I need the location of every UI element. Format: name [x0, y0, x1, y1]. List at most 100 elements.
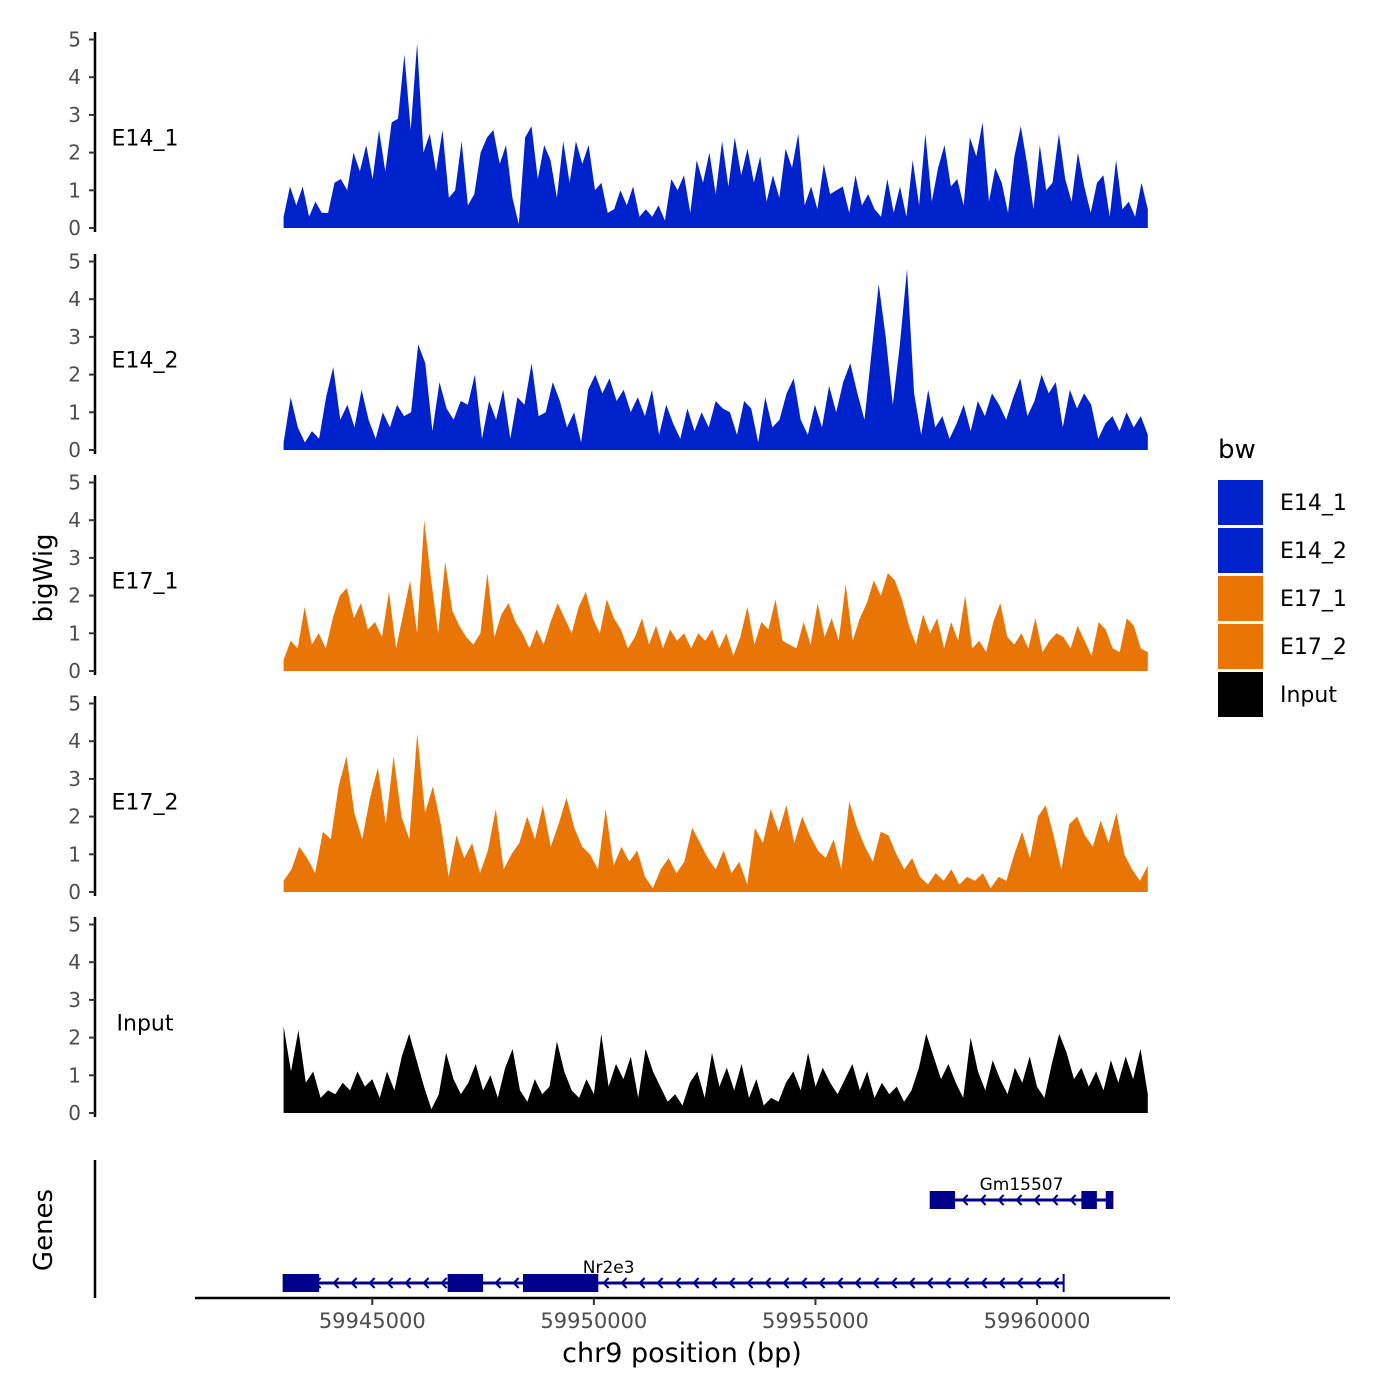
area-e14-1	[283, 43, 1148, 228]
strand-arrow	[962, 1277, 970, 1289]
strand-arrow	[961, 1194, 969, 1206]
legend-label-input: Input	[1280, 683, 1337, 708]
y-tick-label: 1	[68, 621, 81, 645]
strand-arrow	[979, 1194, 987, 1206]
legend-swatch-e17-1	[1218, 576, 1263, 621]
strand-arrow	[674, 1277, 682, 1289]
strand-arrow	[404, 1277, 412, 1289]
strand-arrow	[764, 1277, 772, 1289]
gene-gm15507: Gm15507	[929, 1175, 1114, 1209]
x-tick-label: 59960000	[984, 1309, 1091, 1333]
y-tick-label: 2	[68, 363, 81, 387]
y-tick-label: 2	[68, 1026, 81, 1050]
legend-label-e14-1: E14_1	[1280, 491, 1347, 516]
exon	[1081, 1191, 1097, 1209]
gene-label-gm15507: Gm15507	[980, 1175, 1064, 1195]
strand-arrow	[368, 1277, 376, 1289]
strand-arrow	[944, 1277, 952, 1289]
legend-label-e17-2: E17_2	[1280, 635, 1347, 660]
strand-arrow	[512, 1277, 520, 1289]
track-panels: 0 1 2 3 4 5 E14_1 0 1 2 3 4 5 E14_2 0 1 2 3 4 5 E17_1 0 1 2 3 4 5 E…	[68, 28, 1148, 1125]
legend-title: bw	[1218, 435, 1256, 465]
strand-arrow	[1016, 1277, 1024, 1289]
y-tick-label: 5	[68, 250, 81, 274]
exon	[447, 1274, 484, 1292]
strand-arrow	[800, 1277, 808, 1289]
legend-label-e14-2: E14_2	[1280, 539, 1347, 564]
y-tick-label: 3	[68, 988, 81, 1012]
x-axis-title: chr9 position (bp)	[562, 1338, 802, 1369]
area-e17-1	[283, 520, 1148, 671]
track-panel-e14-2: 0 1 2 3 4 5 E14_2	[68, 250, 1148, 462]
strand-arrow	[1033, 1194, 1041, 1206]
y-tick-label: 3	[68, 546, 81, 570]
legend-swatch-e17-2	[1218, 624, 1263, 669]
strand-arrow	[746, 1277, 754, 1289]
strand-arrow	[890, 1277, 898, 1289]
track-label-e14-1: E14_1	[112, 127, 179, 152]
y-tick-label: 5	[68, 471, 81, 495]
strand-arrow	[656, 1277, 664, 1289]
x-axis: 59945000 59950000 59955000 59960000	[195, 1296, 1170, 1333]
x-tick-label: 59950000	[540, 1309, 647, 1333]
strand-arrow	[728, 1277, 736, 1289]
strand-arrow	[836, 1277, 844, 1289]
legend-swatch-input	[1218, 672, 1263, 717]
track-panel-e17-2: 0 1 2 3 4 5 E17_2	[68, 692, 1148, 904]
y-tick-label: 2	[68, 805, 81, 829]
legend: bw E14_1 E14_2 E17_1 E17_2 Input	[1218, 435, 1347, 717]
exon	[1105, 1191, 1113, 1209]
y-tick-label: 4	[68, 950, 81, 974]
track-panel-e14-1: 0 1 2 3 4 5 E14_1	[68, 28, 1148, 240]
strand-arrow	[620, 1277, 628, 1289]
y-tick-label: 5	[68, 28, 81, 52]
genes-panel: Gm15507 Nr2e3	[93, 1160, 1114, 1298]
strand-arrow	[422, 1277, 430, 1289]
strand-arrow	[1069, 1194, 1077, 1206]
strand-arrow	[386, 1277, 394, 1289]
strand-arrow	[602, 1277, 610, 1289]
strand-arrow	[997, 1194, 1005, 1206]
strand-arrow	[1034, 1277, 1042, 1289]
y-tick-label: 1	[68, 178, 81, 202]
y-tick-label: 4	[68, 65, 81, 89]
strand-arrow	[692, 1277, 700, 1289]
strand-arrow	[782, 1277, 790, 1289]
y-tick-label: 1	[68, 400, 81, 424]
y-tick-label: 3	[68, 325, 81, 349]
y-tick-label: 4	[68, 729, 81, 753]
y-tick-label: 0	[68, 438, 81, 462]
y-tick-label: 3	[68, 103, 81, 127]
strand-arrow	[818, 1277, 826, 1289]
x-tick-label: 59945000	[319, 1309, 426, 1333]
strand-arrow	[440, 1277, 448, 1289]
strand-arrow	[872, 1277, 880, 1289]
strand-arrow	[854, 1277, 862, 1289]
exon	[930, 1191, 956, 1209]
strand-arrow	[926, 1277, 934, 1289]
y-tick-label: 1	[68, 842, 81, 866]
strand-arrow	[332, 1277, 340, 1289]
legend-swatch-e14-1	[1218, 480, 1263, 525]
strand-arrow	[1051, 1194, 1059, 1206]
track-label-e17-1: E17_1	[112, 570, 179, 595]
y-tick-label: 0	[68, 659, 81, 683]
x-tick-label: 59955000	[762, 1309, 869, 1333]
y-tick-label: 0	[68, 1101, 81, 1125]
exon	[522, 1274, 599, 1292]
gene-label-nr2e3: Nr2e3	[583, 1258, 635, 1278]
strand-arrow	[710, 1277, 718, 1289]
y-tick-label: 0	[68, 880, 81, 904]
area-e14-2	[283, 269, 1148, 450]
strand-arrow	[350, 1277, 358, 1289]
area-input	[283, 1026, 1148, 1113]
y-tick-label: 4	[68, 508, 81, 532]
legend-swatch-e14-2	[1218, 528, 1263, 573]
y-tick-label: 4	[68, 287, 81, 311]
strand-arrow	[908, 1277, 916, 1289]
exon	[283, 1274, 320, 1292]
y-tick-label: 5	[68, 692, 81, 716]
track-label-e17-2: E17_2	[112, 791, 179, 816]
y-axis-title-bigwig: bigWig	[29, 533, 59, 622]
